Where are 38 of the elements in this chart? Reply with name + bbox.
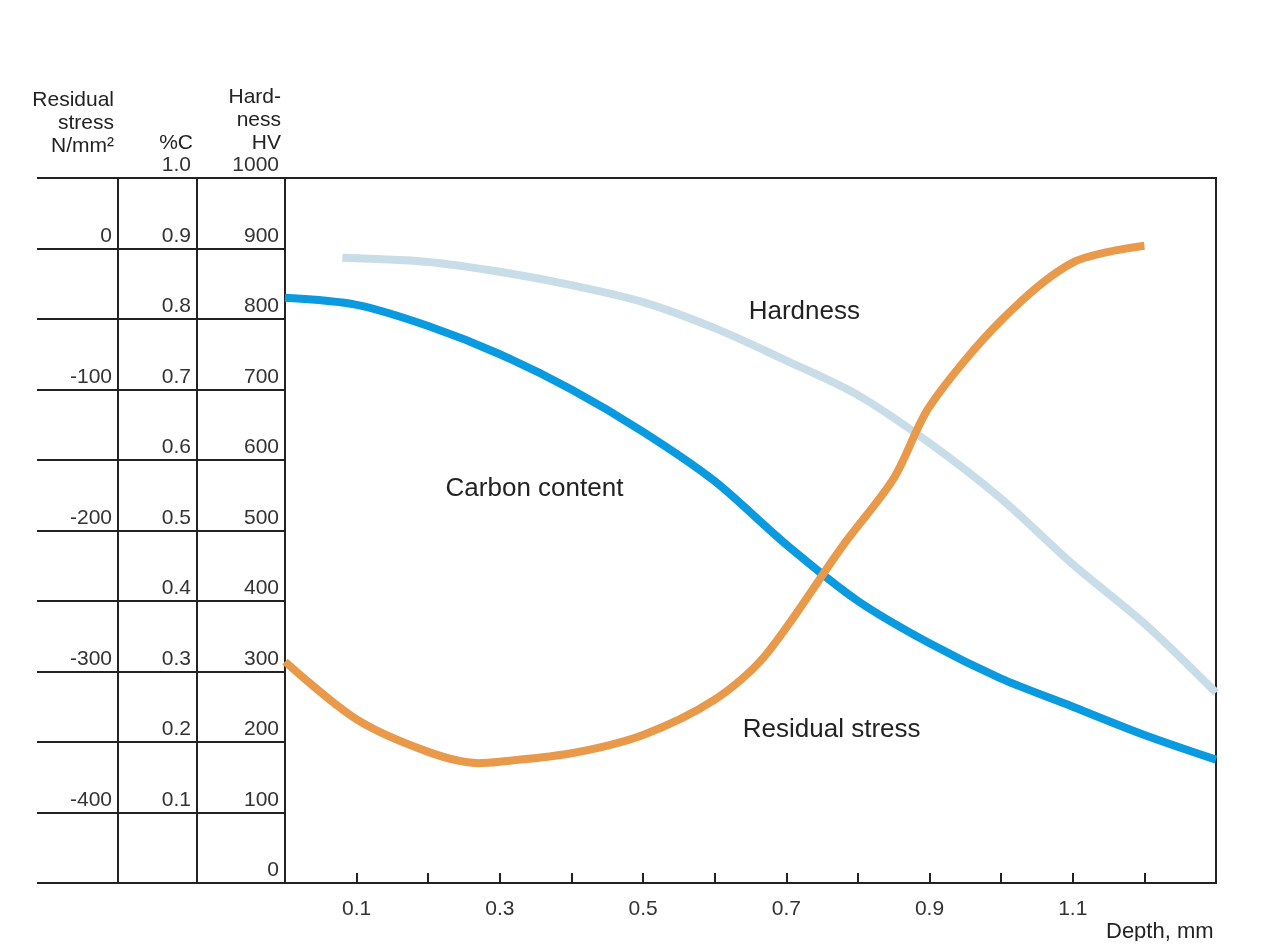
y-axis-title: Hard- ness HV [228,84,281,154]
x-tick-label: 0.5 [628,896,658,919]
series-label: Residual stress [742,712,921,743]
x-tick-label: 0.9 [914,896,945,919]
y-tick-label: 0 [267,857,279,880]
y2-tick-label: 0.8 [161,293,191,316]
y2-tick-label: 0.6 [161,434,191,457]
y2-tick-label: 0.7 [161,363,191,387]
y3-tick-label: -200 [69,504,112,528]
y-tick-label: 800 [243,293,279,316]
y-tick-label: 400 [243,575,279,598]
x-tick-label: 0.1 [342,896,372,919]
y2-tick-label: 0.3 [161,645,191,669]
y-tick-label: 1000 [232,152,279,175]
y3-tick-label: 0 [100,222,112,246]
series-label: Carbon content [445,471,625,502]
y2-tick-label: 0.1 [161,786,191,810]
y3-axis-title: Residual stress N/mm² [32,87,114,156]
y-tick-label: 100 [243,786,279,810]
y-tick-label: 900 [243,222,279,246]
series-label: Hardness [748,294,860,325]
y-tick-label: 600 [243,434,279,457]
y2-axis-title: %C [159,130,193,154]
y-tick-label: 300 [243,645,279,669]
y3-tick-label: -400 [69,786,112,810]
y-tick-label: 700 [243,363,279,387]
y2-tick-label: 0.2 [161,716,191,739]
y-tick-label: 200 [243,716,279,739]
x-tick-label: 0.7 [771,896,801,919]
y2-tick-label: 0.4 [161,575,192,598]
y3-tick-label: -300 [69,645,112,669]
y-tick-label: 500 [243,504,279,528]
y3-tick-label: -100 [69,363,112,387]
x-tick-label: 0.3 [485,896,515,919]
x-tick-label: 1.1 [1058,896,1088,919]
y2-tick-label: 0.5 [161,504,191,528]
y2-tick-label: 0.9 [161,222,191,246]
y2-tick-label: 1.0 [161,152,191,175]
